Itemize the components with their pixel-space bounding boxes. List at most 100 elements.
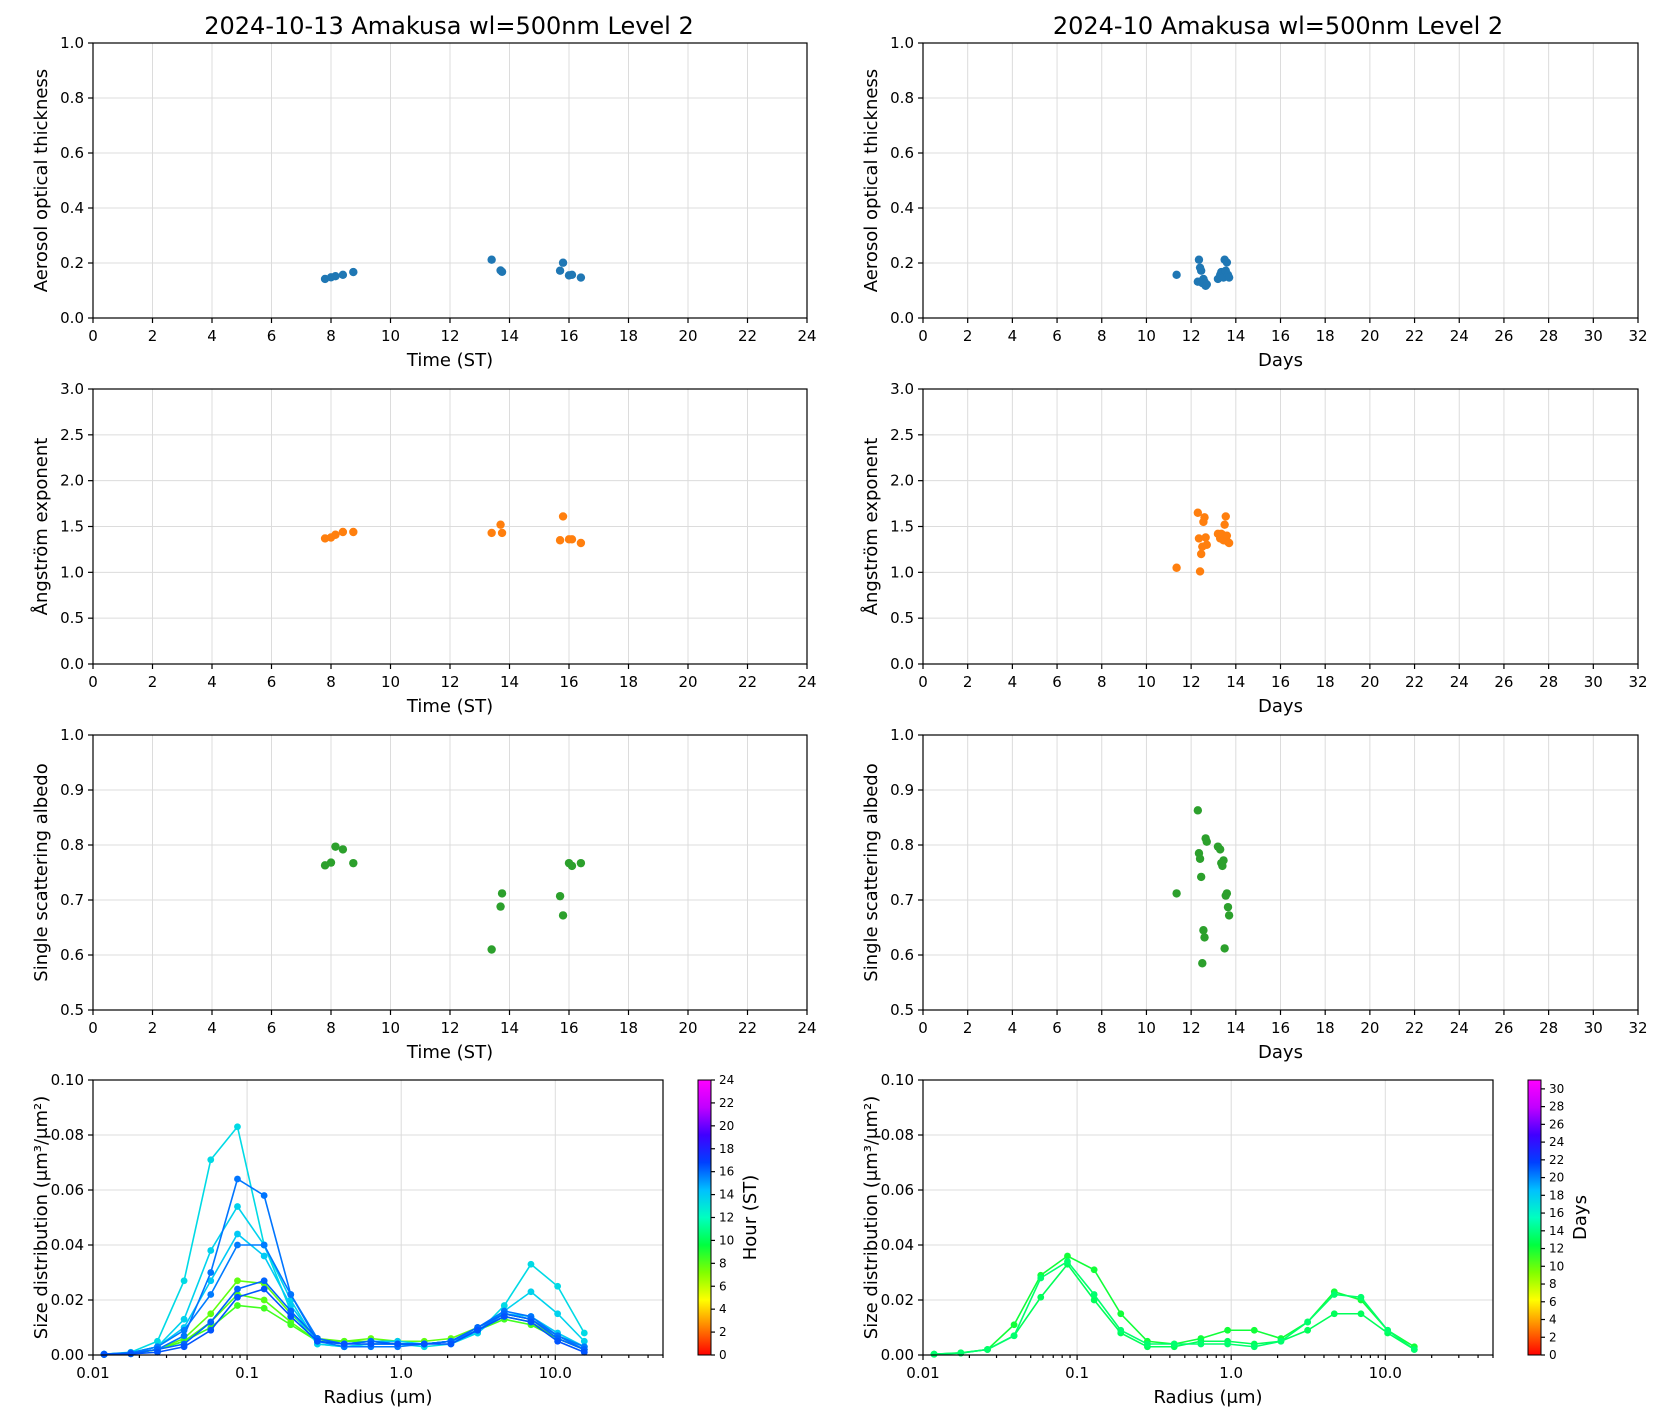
x-tick-label: 2 bbox=[963, 1019, 973, 1037]
x-axis-label: Radius (μm) bbox=[1153, 1387, 1262, 1408]
series-marker bbox=[207, 1277, 215, 1285]
data-point bbox=[1196, 266, 1206, 275]
series-marker bbox=[287, 1307, 295, 1315]
axes-frame bbox=[92, 1079, 664, 1356]
x-tick-label: 24 bbox=[797, 673, 816, 691]
y-tick-label: 0.5 bbox=[890, 1001, 914, 1019]
y-tick-label: 0.6 bbox=[60, 946, 84, 964]
data-point bbox=[1219, 856, 1228, 865]
y-tick-label: 1.0 bbox=[60, 563, 84, 581]
x-tick-label: 24 bbox=[797, 1019, 816, 1037]
series-marker bbox=[394, 1340, 402, 1348]
colorbar-tick-label: 8 bbox=[719, 1256, 727, 1270]
colorbar-tick-label: 18 bbox=[719, 1142, 734, 1156]
x-tick-label: 0 bbox=[918, 1019, 928, 1037]
colorbar-label: Days bbox=[1570, 1195, 1591, 1240]
series-marker bbox=[1144, 1340, 1151, 1348]
series-marker bbox=[207, 1326, 215, 1334]
aot-monthly-panel: 0 2 4 6 8 10 12 14 16 18 20 22 24 26 28 30 320.00.20.40.… bbox=[861, 34, 1648, 371]
series-marker bbox=[984, 1346, 991, 1353]
x-tick-label: 14 bbox=[500, 673, 519, 691]
data-point bbox=[1202, 540, 1211, 550]
series-marker bbox=[447, 1340, 455, 1348]
data-point bbox=[1172, 270, 1181, 280]
series-marker bbox=[1037, 1274, 1045, 1282]
y-tick-label: 0.8 bbox=[890, 836, 914, 854]
y-tick-label: 0.0 bbox=[60, 655, 84, 673]
x-tick-label: 12 bbox=[440, 1019, 459, 1037]
series-marker bbox=[207, 1318, 215, 1326]
data-point bbox=[1195, 854, 1205, 863]
series-marker bbox=[180, 1315, 188, 1323]
series-marker bbox=[234, 1123, 241, 1131]
series-marker bbox=[527, 1260, 535, 1268]
series-marker bbox=[154, 1337, 161, 1345]
x-tick-label: 6 bbox=[1052, 1019, 1062, 1037]
series-marker bbox=[234, 1175, 241, 1183]
x-tick-label: 8 bbox=[326, 673, 336, 691]
x-tick-label: 32 bbox=[1628, 1019, 1647, 1037]
y-tick-label: 1.0 bbox=[890, 563, 914, 581]
size-daily-panel: 0.01 0.1 1.0 10.0 0.00 0.02 0.04 0.06 0.08 0.10 Ra… bbox=[31, 1071, 664, 1408]
series-marker bbox=[1117, 1310, 1125, 1318]
x-tick-label: 6 bbox=[1052, 673, 1062, 691]
x-tick-label: 20 bbox=[678, 673, 697, 691]
y-tick-label: 0.00 bbox=[881, 1346, 914, 1364]
data-point bbox=[487, 255, 496, 264]
x-tick-label: 18 bbox=[1316, 327, 1335, 345]
axes-frame bbox=[922, 1079, 1494, 1356]
data-point bbox=[1224, 273, 1234, 282]
x-tick-label: 20 bbox=[678, 327, 697, 345]
data-point bbox=[567, 535, 577, 544]
y-tick-label: 0.8 bbox=[60, 89, 84, 107]
data-point bbox=[567, 861, 577, 871]
y-tick-label: 0.10 bbox=[881, 1071, 914, 1089]
x-tick-label: 26 bbox=[1494, 327, 1513, 345]
y-tick-label: 3.0 bbox=[60, 380, 84, 398]
y-tick-label: 2.0 bbox=[60, 472, 84, 490]
data-point bbox=[1215, 845, 1225, 854]
data-point bbox=[1196, 872, 1206, 882]
data-point bbox=[1172, 563, 1181, 572]
colorbar-tick-label: 6 bbox=[719, 1279, 727, 1293]
x-tick-label: 8 bbox=[326, 327, 336, 345]
data-point bbox=[497, 267, 507, 276]
x-tick-label: 32 bbox=[1628, 673, 1647, 691]
series-marker bbox=[1357, 1310, 1365, 1318]
x-tick-label: 10 bbox=[381, 327, 400, 345]
y-tick-label: 0.4 bbox=[60, 199, 84, 217]
y-tick-label: 0.9 bbox=[890, 781, 914, 799]
data-point bbox=[331, 530, 340, 539]
colorbar-tick-label: 22 bbox=[719, 1096, 734, 1110]
data-point bbox=[576, 273, 586, 282]
series-marker bbox=[127, 1350, 135, 1358]
y-axis-label: Aerosol optical thickness bbox=[31, 69, 52, 292]
x-tick-label: 26 bbox=[1494, 673, 1513, 691]
data-point bbox=[555, 266, 565, 275]
data-point bbox=[1220, 520, 1229, 529]
y-tick-label: 0.6 bbox=[60, 144, 84, 162]
data-point bbox=[487, 528, 496, 538]
colorbar-tick-label: 30 bbox=[1549, 1082, 1564, 1096]
y-tick-label: 0.6 bbox=[890, 144, 914, 162]
series-marker bbox=[260, 1304, 268, 1312]
data-point bbox=[338, 527, 348, 537]
y-tick-label: 2.5 bbox=[890, 426, 914, 444]
x-tick-label: 4 bbox=[207, 1019, 217, 1037]
data-point bbox=[558, 911, 568, 920]
x-tick-label: 18 bbox=[619, 1019, 638, 1037]
x-tick-label: 30 bbox=[1584, 327, 1603, 345]
data-point bbox=[1202, 837, 1211, 846]
y-axis-label: Ångström exponent bbox=[860, 438, 882, 616]
data-point bbox=[349, 267, 358, 277]
x-axis-label: Days bbox=[1258, 1042, 1303, 1063]
data-point bbox=[555, 536, 565, 545]
x-tick-label: 0.01 bbox=[76, 1364, 109, 1382]
x-axis-label: Radius (μm) bbox=[323, 1387, 432, 1408]
x-tick-label: 30 bbox=[1584, 673, 1603, 691]
y-tick-label: 0.04 bbox=[881, 1236, 914, 1254]
x-tick-label: 0.1 bbox=[1065, 1364, 1089, 1382]
data-point bbox=[1199, 926, 1208, 935]
x-tick-label: 8 bbox=[1097, 327, 1107, 345]
angstrom-daily-panel: 0 2 4 6 8 10 12 14 16 18 20 22 240.00.51.01.52.02.53… bbox=[30, 380, 817, 717]
